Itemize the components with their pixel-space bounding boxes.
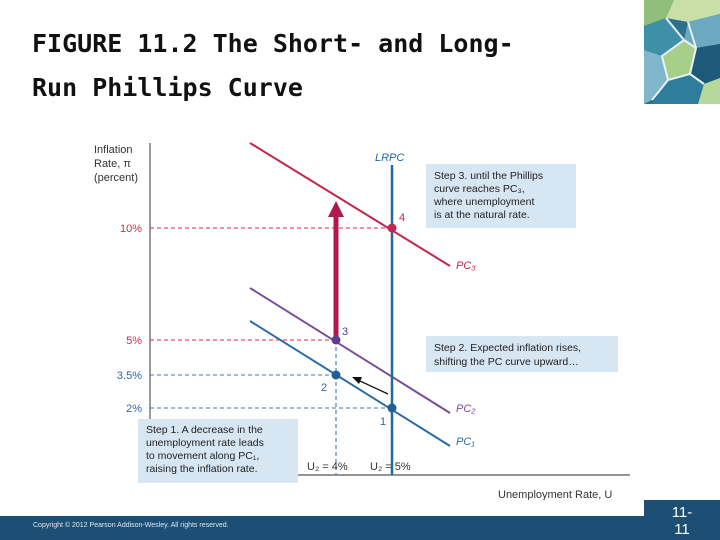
- step3-line-1: Step 3. until the Phillips: [434, 170, 543, 182]
- point-4-marker: [387, 223, 397, 233]
- point-1-marker: [387, 403, 397, 413]
- lrpc-label: LRPC: [375, 152, 404, 164]
- y-tick-3-5pct: 3.5%: [117, 370, 142, 382]
- slide-number: 11- 11: [644, 500, 720, 540]
- y-tick-5pct: 5%: [126, 335, 142, 347]
- y-tick-2pct: 2%: [126, 403, 142, 415]
- step3-line-2: curve reaches PC₃,: [434, 183, 525, 195]
- point-3-label: 3: [342, 326, 348, 338]
- slide-number-top: 11-: [671, 504, 693, 521]
- x-tick-natural: U₂ = 5%: [370, 461, 411, 473]
- point-1-label: 1: [380, 416, 386, 428]
- pc3-curve: [249, 142, 451, 267]
- copyright-text: Copyright © 2012 Pearson Addison-Wesley.…: [33, 522, 229, 529]
- y-tick-10pct: 10%: [120, 223, 142, 235]
- step1-line-1: Step 1. A decrease in the: [146, 424, 263, 436]
- movement-arrow-shaft: [359, 380, 389, 395]
- point-4-label: 4: [399, 212, 405, 224]
- y-axis-label-line-2: Rate, π: [94, 158, 131, 170]
- x-axis-label: Unemployment Rate, U: [498, 489, 612, 500]
- y-axis-label-line-1: Inflation: [94, 144, 133, 156]
- slide-title: FIGURE 11.2 The Short- and Long- Run Phi…: [32, 22, 632, 110]
- y-axis-label-line-3: (percent): [94, 172, 138, 184]
- pc2-label: PC₂: [456, 403, 476, 415]
- step3-callout: [426, 164, 576, 228]
- step2-callout: [426, 336, 618, 372]
- upward-arrow-head: [328, 201, 344, 217]
- pc1-label: PC₁: [456, 436, 475, 448]
- step3-line-4: is at the natural rate.: [434, 209, 530, 221]
- step3-line-3: where unemployment: [433, 196, 534, 208]
- pc2-curve: [249, 287, 451, 414]
- x-tick-u2: U₂ = 4%: [307, 461, 348, 473]
- step1-callout: [138, 419, 298, 483]
- point-2-label: 2: [321, 382, 327, 394]
- pc3-label: PC₃: [456, 260, 476, 272]
- step1-line-4: raising the inflation rate.: [146, 463, 257, 475]
- point-2-marker: [331, 370, 341, 380]
- pc1-curve: [249, 320, 451, 447]
- step2-line-1: Step 2. Expected inflation rises,: [434, 342, 581, 354]
- movement-arrow-head: [352, 377, 362, 384]
- slide-title-line-2: Run Phillips Curve: [32, 73, 303, 102]
- step2-line-2: shifting the PC curve upward…: [434, 356, 579, 368]
- slide-title-line-1: FIGURE 11.2 The Short- and Long-: [32, 29, 514, 58]
- footer-bar: [0, 516, 644, 540]
- decorative-mosaic-image: [644, 0, 720, 104]
- slide-number-bottom: 11: [674, 521, 690, 538]
- step1-line-2: unemployment rate leads: [146, 437, 264, 449]
- step1-line-3: to movement along PC₁,: [146, 450, 259, 462]
- phillips-curve-figure: Inflation Rate, π (percent) Unemployment…: [94, 142, 630, 500]
- point-3-marker: [331, 335, 341, 345]
